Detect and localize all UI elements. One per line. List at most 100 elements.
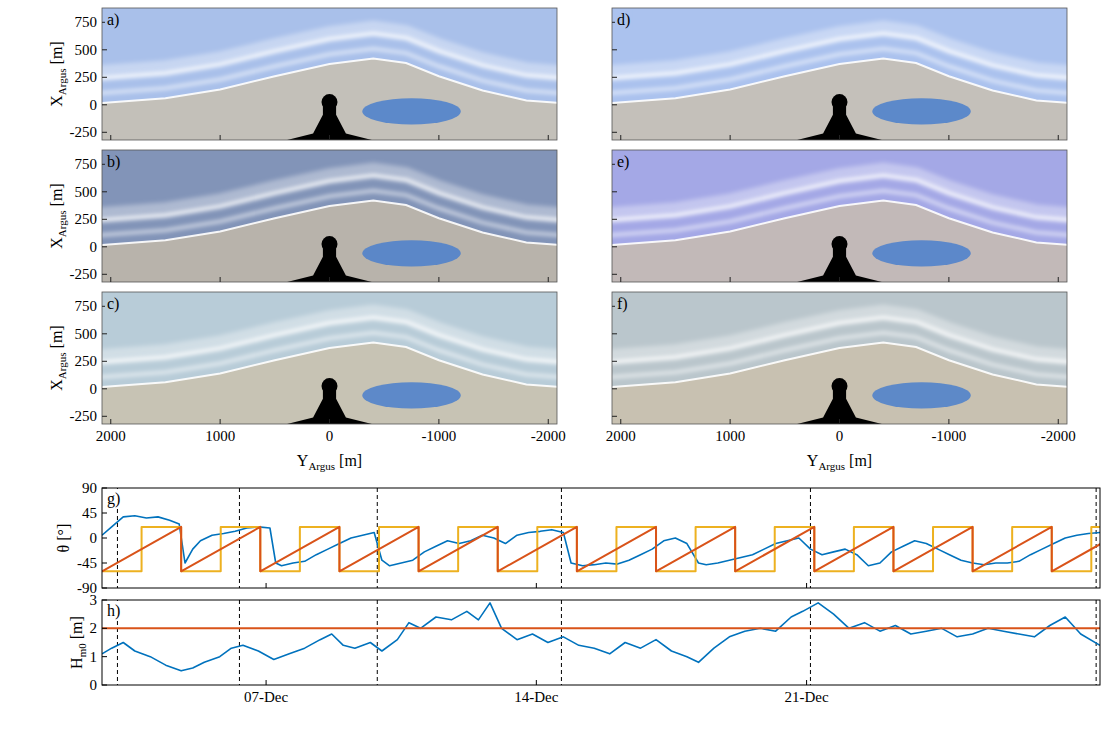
y-tick-label: -45 — [77, 555, 97, 571]
beach — [612, 201, 1067, 282]
x-tick — [948, 135, 949, 140]
panel-letter: e) — [617, 153, 629, 171]
image-panel — [612, 150, 1067, 282]
x-tick-label: 0 — [326, 428, 334, 444]
y-tick — [612, 333, 617, 334]
panel-frame — [102, 8, 557, 140]
panel-frame — [102, 150, 557, 282]
panel-letter-patch — [105, 601, 122, 621]
y-tick — [102, 104, 107, 105]
panel-letter-patch — [105, 10, 121, 30]
y-tick — [102, 513, 107, 514]
y-tick — [612, 274, 617, 275]
y-tick — [102, 361, 107, 362]
y-tick — [102, 246, 107, 247]
y-tick-label: 250 — [75, 211, 98, 227]
x-tick — [329, 419, 330, 424]
x-tick — [536, 680, 537, 685]
panel-letter-patch — [105, 489, 122, 509]
x-tick — [620, 419, 621, 424]
x-tick — [536, 583, 537, 588]
x-tick — [1058, 419, 1059, 424]
y-tick-label: 0 — [90, 97, 98, 113]
panel-letter-group: c) — [105, 294, 121, 314]
panel-letter-group: d) — [615, 10, 632, 30]
panel-letter-patch — [615, 294, 630, 314]
y-tick-label: 750 — [75, 14, 98, 30]
x-tick-label: 14-Dec — [514, 689, 558, 705]
panel-letter-patch — [105, 294, 121, 314]
series-line — [102, 627, 1100, 629]
plot-area — [102, 488, 1100, 588]
y-tick — [612, 77, 617, 78]
x-tick-label: 07-Dec — [244, 689, 288, 705]
panel-letter-group: g) — [105, 489, 122, 509]
y-tick — [612, 246, 617, 247]
panel-letter: f) — [617, 295, 628, 313]
y-axis-title-unit: [m] — [68, 616, 85, 639]
panel-letter-patch — [105, 152, 122, 172]
y-axis-title-subscript: m0 — [76, 643, 88, 658]
y-axis-title-main: H — [68, 657, 85, 669]
x-axis-title-subscript: Argus — [308, 460, 335, 472]
plot-ground — [102, 488, 1100, 588]
x-tick — [839, 419, 840, 424]
y-tick-label: 250 — [75, 69, 98, 85]
y-tick — [612, 388, 617, 389]
image-time-line — [810, 600, 811, 685]
x-tick — [620, 135, 621, 140]
x-axis-title-subscript: Argus — [818, 460, 845, 472]
y-tick — [102, 77, 107, 78]
y-tick — [102, 333, 107, 334]
y-tick — [102, 685, 107, 686]
x-tick — [948, 277, 949, 282]
y-tick — [102, 219, 107, 220]
x-tick — [329, 135, 330, 140]
image-time-line — [377, 488, 378, 588]
x-tick — [266, 680, 267, 685]
panel-letter-group: h) — [105, 601, 122, 621]
beach — [612, 343, 1067, 424]
y-axis-title: XArgus[m] — [48, 325, 68, 390]
panel-letter: a) — [107, 11, 119, 29]
plot-frame — [102, 488, 1100, 588]
camera-head — [832, 236, 848, 252]
y-axis-title: XArgus[m] — [48, 183, 68, 248]
x-tick — [110, 277, 111, 282]
y-tick-label: 2 — [90, 620, 98, 636]
panel-letter: b) — [107, 153, 120, 171]
panel-frame — [102, 292, 557, 424]
y-tick — [102, 191, 107, 192]
x-tick-label: -2000 — [531, 428, 566, 444]
image-panel — [102, 150, 557, 282]
x-tick — [438, 135, 439, 140]
y-tick-label: 0 — [90, 530, 98, 546]
x-tick-label: 1000 — [205, 428, 235, 444]
x-tick-label: 1000 — [715, 428, 745, 444]
panel-letter-group: b) — [105, 152, 122, 172]
x-tick — [806, 583, 807, 588]
y-tick — [612, 49, 617, 50]
y-axis-title-unit: [m] — [48, 41, 65, 64]
beach — [102, 59, 557, 140]
y-axis-title-unit: [°] — [55, 524, 72, 541]
y-tick-label: 3 — [90, 592, 98, 608]
y-tick-label: 500 — [75, 184, 98, 200]
y-tick — [102, 274, 107, 275]
y-tick — [102, 49, 107, 50]
panel-frame — [612, 8, 1067, 140]
x-tick — [839, 135, 840, 140]
x-tick-label: 21-Dec — [785, 689, 829, 705]
y-tick-label: 250 — [75, 353, 98, 369]
x-tick — [438, 277, 439, 282]
beach — [102, 343, 557, 424]
x-tick-label: 2000 — [96, 428, 126, 444]
x-tick — [110, 135, 111, 140]
image-time-line — [377, 600, 378, 685]
x-tick-label: 0 — [836, 428, 844, 444]
x-tick — [110, 419, 111, 424]
panel-letter: c) — [107, 295, 119, 313]
x-tick — [948, 419, 949, 424]
x-tick — [1058, 135, 1059, 140]
x-tick — [220, 135, 221, 140]
